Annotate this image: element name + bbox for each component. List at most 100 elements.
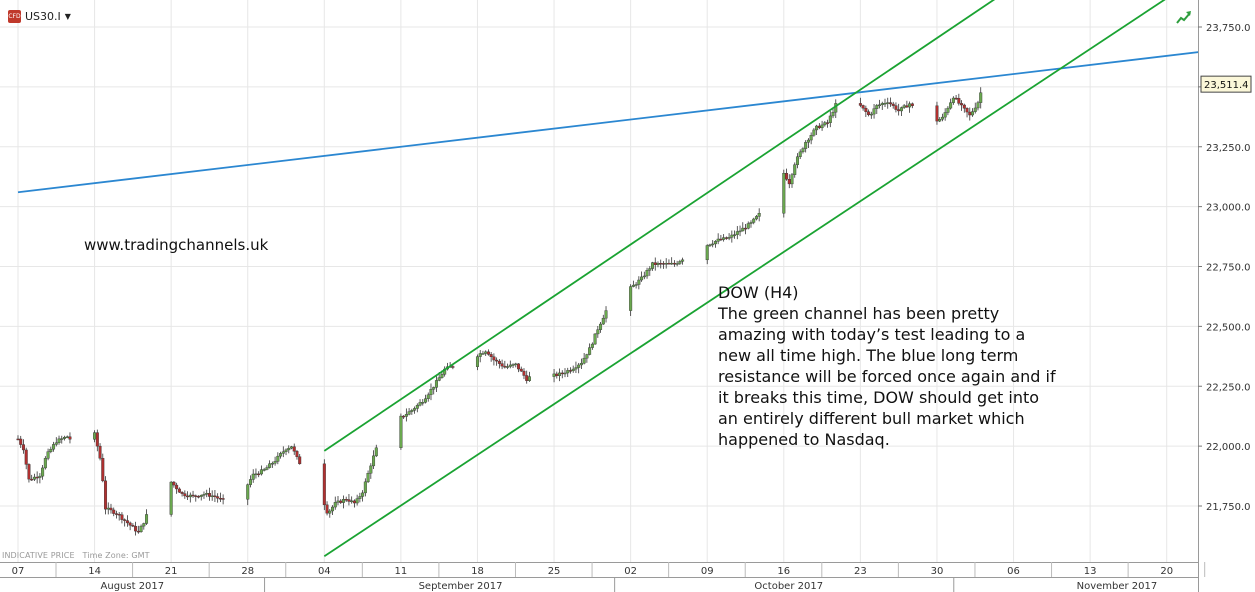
price-tick-label: 22,250.0 bbox=[1206, 382, 1251, 393]
candle-body bbox=[579, 362, 583, 366]
candle-body bbox=[336, 500, 340, 503]
candle-body bbox=[93, 432, 97, 440]
candle-body bbox=[273, 461, 277, 464]
candle-body bbox=[793, 164, 797, 175]
candle-body bbox=[741, 227, 745, 232]
green-channel-lower-line[interactable] bbox=[323, 0, 1166, 558]
blue-resistance-line[interactable] bbox=[17, 39, 1255, 194]
candle-body bbox=[125, 520, 129, 524]
candle-body bbox=[675, 263, 679, 265]
candle-body bbox=[957, 98, 961, 104]
candle-body bbox=[120, 514, 124, 520]
candle-body bbox=[38, 475, 42, 478]
candle-body bbox=[902, 105, 906, 108]
candle-body bbox=[872, 108, 876, 115]
candle-body bbox=[24, 449, 28, 465]
candle-body bbox=[878, 104, 882, 107]
candle-body bbox=[355, 498, 359, 504]
candle-body bbox=[577, 364, 581, 368]
candle-body bbox=[804, 142, 808, 149]
day-tick-label: 25 bbox=[548, 566, 561, 577]
candle-body bbox=[413, 408, 417, 411]
day-tick-label: 20 bbox=[1160, 566, 1173, 577]
candle-body bbox=[599, 323, 603, 330]
candle-body bbox=[828, 115, 832, 123]
candle-body bbox=[128, 522, 132, 526]
candle-body bbox=[667, 263, 671, 265]
candle-body bbox=[136, 530, 140, 533]
candle-body bbox=[711, 243, 715, 246]
candle-body bbox=[908, 103, 912, 108]
candle-body bbox=[558, 372, 562, 376]
candle-body bbox=[30, 478, 34, 481]
candle-body bbox=[629, 286, 633, 311]
candle-body bbox=[98, 445, 102, 459]
candle-body bbox=[424, 398, 428, 403]
caret-down-icon[interactable]: ▼ bbox=[64, 11, 71, 21]
candle-body bbox=[713, 241, 717, 245]
current-price-tag: 23,511.4 bbox=[1200, 75, 1252, 93]
candle-body bbox=[475, 356, 479, 367]
candle-body bbox=[971, 111, 975, 116]
candle-body bbox=[361, 492, 365, 497]
candle-body bbox=[492, 356, 496, 361]
candle-body bbox=[145, 514, 149, 524]
candle-body bbox=[259, 469, 263, 475]
candle-body bbox=[938, 119, 942, 122]
candle-body bbox=[432, 387, 436, 390]
candle-body bbox=[708, 244, 712, 247]
candle-body bbox=[831, 111, 835, 117]
candle-body bbox=[640, 276, 644, 281]
candle-body bbox=[188, 494, 192, 498]
candle-body bbox=[486, 351, 490, 355]
candle-body bbox=[172, 481, 176, 486]
candle-body bbox=[27, 464, 31, 480]
candle-body bbox=[246, 484, 250, 500]
day-tick-label: 28 bbox=[241, 566, 254, 577]
candle-body bbox=[735, 231, 739, 235]
candle-body bbox=[139, 525, 143, 533]
candle-body bbox=[809, 135, 813, 141]
candle-body bbox=[106, 507, 110, 510]
price-tick-label: 22,000.0 bbox=[1206, 442, 1251, 453]
candle-body bbox=[191, 494, 195, 497]
candle-body bbox=[826, 122, 830, 124]
candle-body bbox=[744, 227, 748, 230]
candle-body bbox=[270, 463, 274, 465]
candle-body bbox=[32, 476, 36, 480]
day-tick-label: 18 bbox=[471, 566, 484, 577]
candle-body bbox=[806, 139, 810, 143]
time-axis[interactable]: 07 14 21 28 04 11 18 25 02 09 16 23 30 06 13 20 August 2… bbox=[0, 562, 1206, 592]
candle-body bbox=[358, 496, 362, 499]
green-channel-upper-line[interactable] bbox=[323, 0, 1024, 452]
candle-body bbox=[566, 370, 570, 374]
candle-body bbox=[251, 473, 255, 480]
candle-body bbox=[347, 499, 351, 502]
candle-body bbox=[399, 415, 403, 449]
candle-body bbox=[262, 469, 266, 471]
candle-body bbox=[681, 259, 685, 262]
candle-body bbox=[418, 402, 422, 406]
candle-body bbox=[511, 364, 515, 366]
candle-body bbox=[905, 105, 909, 108]
candle-body bbox=[46, 451, 50, 459]
candle-body bbox=[733, 234, 737, 236]
candle-body bbox=[631, 284, 635, 287]
candle-body bbox=[60, 438, 64, 440]
candle-body bbox=[817, 125, 821, 129]
candle-body bbox=[875, 105, 879, 109]
candle-body bbox=[503, 365, 507, 368]
symbol-selector[interactable]: CFD US30.I ▼ bbox=[8, 7, 71, 25]
candle-body bbox=[402, 415, 406, 418]
symbol-label: US30.I bbox=[25, 9, 61, 23]
candle-body bbox=[322, 463, 326, 506]
candle-body bbox=[522, 370, 526, 376]
commentary-body: The green channel has been pretty amazin… bbox=[718, 304, 1056, 449]
day-tick-label: 02 bbox=[624, 566, 637, 577]
day-tick-label: 06 bbox=[1007, 566, 1020, 577]
candle-body bbox=[897, 109, 901, 112]
price-axis[interactable]: 23,750.023,500.023,250.023,000.022,750.0… bbox=[1198, 0, 1255, 592]
trend-up-arrow-icon[interactable] bbox=[1176, 10, 1192, 24]
candle-body bbox=[508, 364, 512, 367]
